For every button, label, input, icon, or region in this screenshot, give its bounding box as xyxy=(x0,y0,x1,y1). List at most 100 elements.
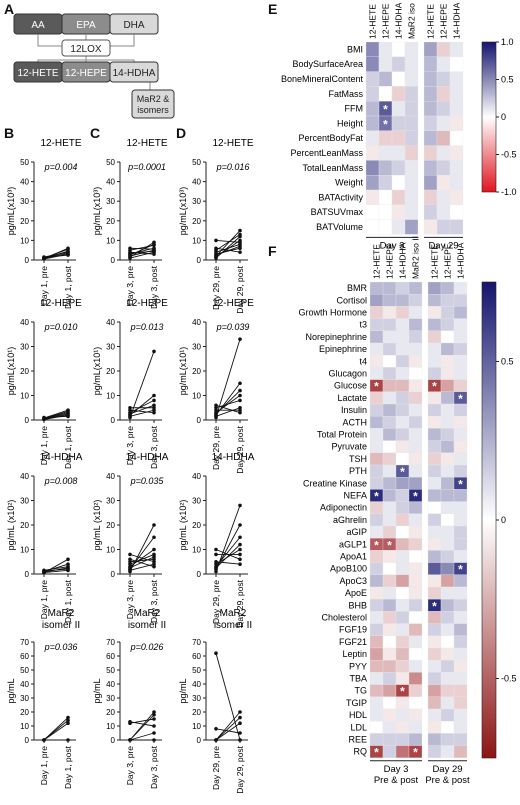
significance-star: * xyxy=(432,599,437,613)
heatmap-cell xyxy=(382,708,397,722)
heatmap-cell xyxy=(453,696,468,710)
heatmap-cell xyxy=(440,281,455,295)
heatmap-cell xyxy=(382,562,397,575)
heatmap-cell xyxy=(408,721,423,734)
heatmap-cell xyxy=(427,367,442,380)
subject-line xyxy=(215,247,241,255)
row-label: Cholesterol xyxy=(321,613,367,623)
heatmap-cell xyxy=(453,672,468,685)
heatmap-cell xyxy=(369,403,384,417)
pathway-top-row: AA EPA DHA xyxy=(13,13,159,35)
post-point xyxy=(238,535,242,540)
y-axis-label: pg/mL(x10¹) xyxy=(6,347,16,396)
heatmap-cell xyxy=(408,574,423,588)
heatmap-cell xyxy=(453,635,468,649)
heatmap-cell xyxy=(395,477,410,490)
heatmap-cell xyxy=(408,342,423,356)
heatmap-cell xyxy=(453,452,468,466)
heatmap-cell xyxy=(391,101,406,117)
heatmap-cell xyxy=(440,477,455,490)
heatmap-cell xyxy=(453,355,468,368)
row-label: Cortisol xyxy=(336,295,367,305)
heatmap-cell xyxy=(382,721,397,734)
row-label: Epinephrine xyxy=(319,344,367,354)
x-tick-label: Day 1, pre xyxy=(39,266,49,305)
heatmap-cell xyxy=(369,367,384,380)
y-tick-label: 50 xyxy=(106,666,115,675)
heatmap-cell xyxy=(427,745,442,758)
heatmap-cell xyxy=(395,721,410,734)
row-label: Lactate xyxy=(337,393,367,403)
row-label: PercentBodyFat xyxy=(298,133,363,143)
colorbar xyxy=(481,41,497,193)
heatmap-cell xyxy=(369,635,384,649)
x-tick-label: Day 29, pre xyxy=(211,746,221,790)
heatmap-cell xyxy=(449,160,464,176)
panel-letter-d: D xyxy=(176,125,186,141)
row-label: BMI xyxy=(347,44,363,54)
heatmap-cell xyxy=(408,623,423,636)
heatmap-cell xyxy=(427,647,442,661)
column-label: MaR2 iso II xyxy=(407,0,417,39)
row-label: NEFA xyxy=(343,491,367,501)
subject-line xyxy=(129,553,155,563)
heatmap-cell xyxy=(449,219,464,235)
y-tick-label: 30 xyxy=(20,694,29,703)
x-tick-label: Day 3, pre xyxy=(125,580,135,619)
row-label: Weight xyxy=(335,178,363,188)
heatmap-cell xyxy=(408,647,423,661)
y-tick-label: 70 xyxy=(192,638,201,647)
heatmap-cell xyxy=(440,611,455,624)
heatmap-cell xyxy=(449,204,464,220)
heatmap-cell xyxy=(449,101,464,117)
heatmap-cell xyxy=(395,733,410,746)
y-tick-label: 10 xyxy=(20,722,29,731)
heatmap-cell xyxy=(395,367,410,380)
pre-point xyxy=(128,251,132,255)
heatmap-cell xyxy=(453,550,468,563)
heatmap-cell xyxy=(369,599,384,612)
heatmap-cell xyxy=(369,684,384,697)
heatmap-cell xyxy=(427,489,442,502)
pathway-bottom-row: 12-HETE 12-HEPE 14-HDHA xyxy=(13,61,159,83)
heatmap-cell xyxy=(382,489,397,502)
subject-line xyxy=(215,239,241,243)
subject-line xyxy=(215,717,241,741)
post-point xyxy=(238,393,242,398)
x-tick-label: Day 29, pre xyxy=(211,426,221,470)
panel-title: isomer II xyxy=(42,620,80,631)
heatmap-cell xyxy=(436,175,451,191)
y-tick-label: 20 xyxy=(106,217,115,226)
colorbar xyxy=(481,281,497,759)
subject-line xyxy=(43,252,69,259)
heatmap-cell xyxy=(427,306,442,319)
pre-point xyxy=(128,720,132,724)
post-point xyxy=(66,557,70,562)
heatmap-cell xyxy=(382,428,397,441)
heatmap-cell xyxy=(440,355,455,368)
heatmap-cell xyxy=(408,635,423,649)
heatmap-cell xyxy=(427,477,442,490)
heatmap-cell xyxy=(427,403,442,417)
heatmap-cell xyxy=(453,416,468,429)
row-label: REE xyxy=(348,735,367,745)
heatmap-cell xyxy=(427,672,442,685)
y-tick-label: 0 xyxy=(197,736,202,745)
post-point xyxy=(238,238,242,243)
heatmap-cell xyxy=(427,501,442,514)
heatmap-cell xyxy=(408,708,423,722)
y-tick-label: 20 xyxy=(192,367,201,376)
line-panel-0-0: 12-HETE p=0.004 0 10 20 30 40 50 pg/mL(x10³) Day … xyxy=(6,138,82,309)
post-point xyxy=(238,557,242,562)
heatmap-cell xyxy=(423,175,438,191)
heatmap-cell xyxy=(427,525,442,539)
heatmap-cell xyxy=(453,501,468,514)
heatmap-cell xyxy=(453,330,468,344)
heatmap-cell xyxy=(440,660,455,673)
row-label: PercentLeanMass xyxy=(290,148,363,158)
y-axis-label: pg/mL(x10³) xyxy=(92,187,102,236)
line-panel-2-0: 14-HDHA p=0.008 0 10 20 30 40 pg/mL (x10²) Day 1… xyxy=(6,452,83,623)
subject-line xyxy=(215,390,241,415)
column-label: 14-HDHA xyxy=(394,2,404,39)
